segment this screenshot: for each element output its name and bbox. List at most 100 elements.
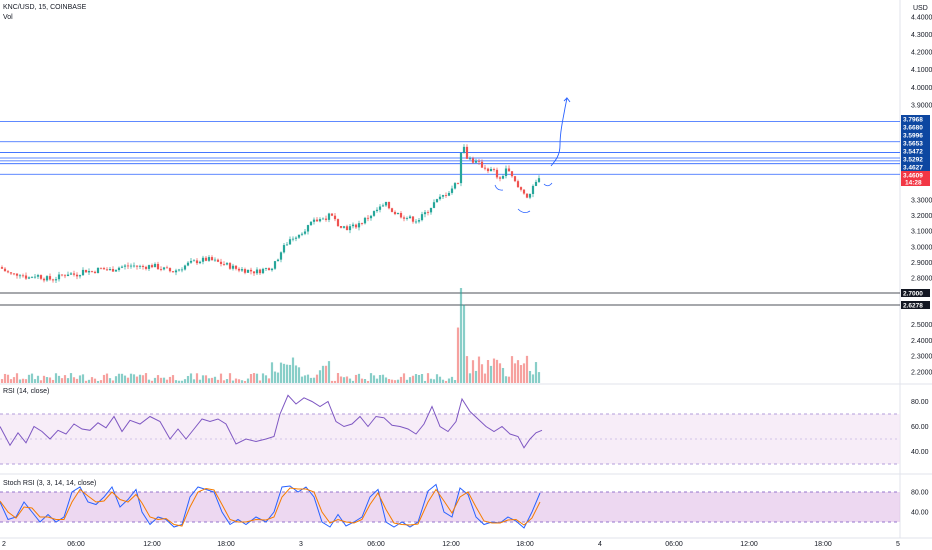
- rsi-line: [0, 394, 543, 449]
- candle-body: [504, 168, 508, 177]
- volume-bar: [87, 379, 91, 383]
- candle-body: [384, 201, 388, 206]
- candle-body: [423, 212, 427, 215]
- candle-body: [171, 271, 175, 273]
- price-axis[interactable]: 4.4000 4.3000 4.2000 4.1000 4.0000 3.9000 3.30…: [911, 14, 932, 376]
- candle-body: [165, 267, 169, 269]
- volume-bar: [408, 377, 412, 383]
- candle-body: [417, 220, 421, 222]
- time-tick-label: 06:00: [67, 541, 85, 548]
- candle-body: [489, 169, 493, 172]
- candle-body: [204, 257, 208, 261]
- volume-bar: [243, 380, 247, 383]
- volume-bar: [294, 365, 298, 383]
- volume-legend[interactable]: Vol: [3, 14, 13, 21]
- volume-bar: [330, 380, 334, 383]
- candle-body: [105, 269, 109, 271]
- volume-bar: [168, 376, 172, 383]
- candle-body: [531, 185, 535, 194]
- volume-bar: [468, 373, 472, 383]
- volume-bar: [105, 373, 109, 383]
- candle-body: [288, 239, 292, 245]
- candle-body: [144, 266, 148, 269]
- candle-body: [435, 199, 439, 203]
- drawing-annotation[interactable]: [494, 96, 571, 213]
- candle-body: [456, 183, 460, 184]
- price-tick-label: 2.4000: [911, 338, 932, 345]
- candle-body: [225, 263, 229, 265]
- candle-body: [438, 196, 442, 200]
- volume-bar: [537, 372, 541, 383]
- volume-bar: [177, 380, 181, 383]
- volume-bar: [60, 378, 64, 383]
- volume-bar: [279, 362, 283, 383]
- volume-bar: [345, 376, 349, 383]
- candle-body: [309, 221, 313, 226]
- candle-body: [162, 267, 166, 270]
- candle-body: [411, 216, 415, 222]
- volume-bar: [435, 374, 439, 383]
- candles: [0, 144, 541, 283]
- volume-bar: [432, 379, 436, 383]
- candle-body: [141, 265, 145, 267]
- candle-body: [180, 269, 184, 271]
- candle-body: [450, 188, 454, 193]
- candle-body: [270, 268, 274, 271]
- currency-label: USD: [913, 5, 928, 12]
- candle-body: [3, 268, 7, 272]
- candle-body: [507, 168, 511, 172]
- candle-body: [432, 202, 436, 208]
- candle-body: [81, 269, 85, 276]
- volume-bar: [84, 380, 88, 383]
- candle-body: [195, 260, 199, 264]
- candle-body: [318, 219, 322, 222]
- candle-body: [27, 277, 31, 279]
- rsi-tick-label: 80.00: [911, 399, 929, 406]
- rsi-title[interactable]: RSI (14, close): [3, 388, 49, 395]
- price-tick-label: 3.0000: [911, 244, 932, 251]
- candle-body: [189, 260, 193, 263]
- volume-bar: [36, 375, 40, 383]
- candle-body: [126, 265, 130, 267]
- volume-bar: [498, 363, 502, 383]
- volume-bar: [183, 379, 187, 383]
- time-axis[interactable]: 2 06:00 12:00 18:00 3 06:00 12:00 18:00 4 06:00 12…: [2, 541, 900, 548]
- candle-body: [276, 259, 280, 262]
- volume-bar: [459, 288, 463, 383]
- volume-bar: [69, 373, 73, 383]
- volume-bar: [0, 379, 4, 383]
- candle-body: [477, 160, 481, 162]
- symbol-title[interactable]: KNC/USD, 15, COINBASE: [3, 4, 87, 11]
- candle-body: [108, 269, 112, 270]
- price-tick-label: 4.1000: [911, 67, 932, 74]
- candle-body: [66, 274, 70, 277]
- candle-body: [90, 270, 94, 272]
- candle-body: [216, 259, 220, 262]
- volume-bar: [222, 380, 226, 383]
- candle-body: [330, 213, 334, 216]
- volume-bar: [9, 379, 13, 383]
- candle-body: [414, 221, 418, 223]
- candle-body: [99, 267, 103, 269]
- candle-body: [393, 211, 397, 215]
- volume-bar: [531, 374, 535, 383]
- candle-body: [96, 267, 100, 273]
- stoch-tick-label: 80.00: [911, 490, 929, 497]
- candle-body: [36, 275, 40, 277]
- volume-bar: [426, 373, 430, 383]
- price-tick-label: 3.1000: [911, 229, 932, 236]
- candle-body: [300, 233, 304, 235]
- volume-bar: [117, 373, 121, 383]
- support-tag: [901, 301, 930, 309]
- candle-body: [57, 274, 61, 280]
- candle-body: [63, 275, 67, 277]
- volume-bar: [249, 374, 253, 383]
- candle-body: [177, 269, 181, 271]
- candle-body: [486, 168, 490, 172]
- rsi-tick-label: 60.00: [911, 424, 929, 431]
- candle-body: [306, 225, 310, 232]
- volume-bar: [300, 376, 304, 383]
- stoch-title[interactable]: Stoch RSI (3, 3, 14, 14, close): [3, 480, 96, 487]
